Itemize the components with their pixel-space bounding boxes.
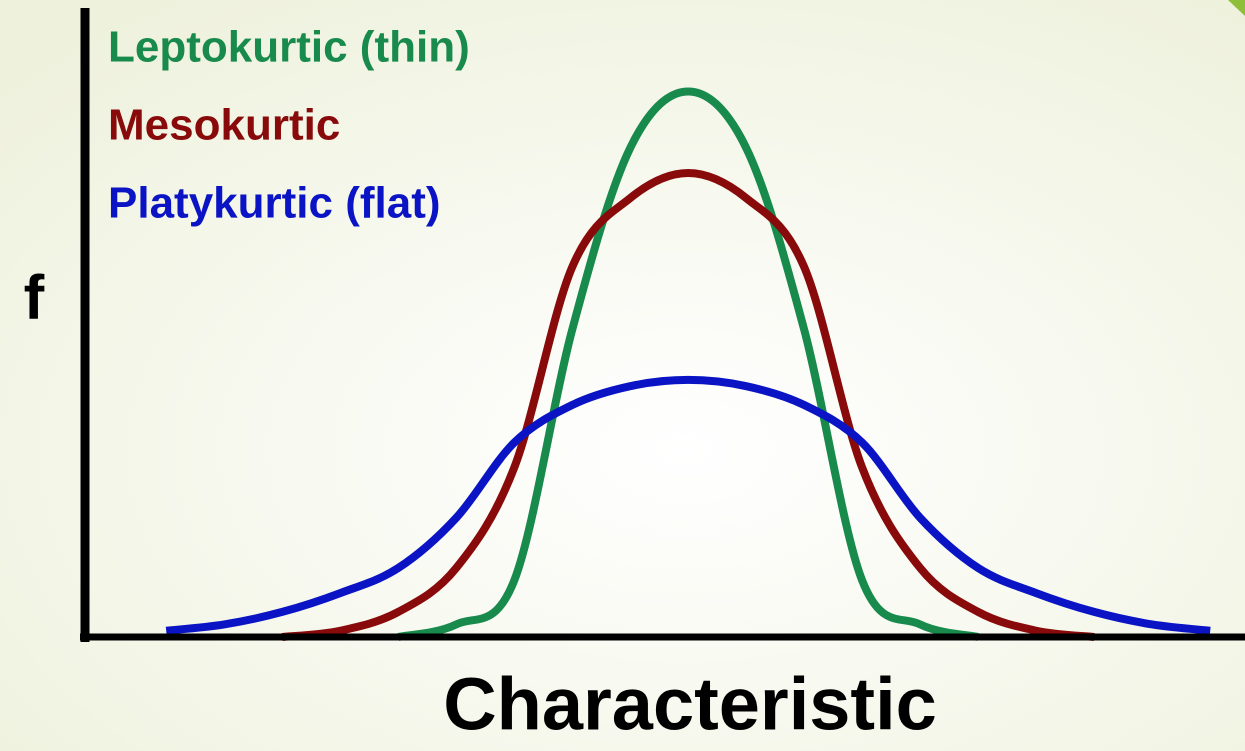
curve [281,169,1095,641]
plot-area [165,87,1211,641]
legend-entry: Platykurtic (flat) [108,179,441,228]
legend-entry: Mesokurtic [108,101,340,150]
legend: Leptokurtic (thin) Mesokurtic Platykurtic … [108,23,470,228]
curve [397,87,980,641]
x-axis-label: Characteristic [443,663,937,746]
legend-entry: Leptokurtic (thin) [108,23,470,72]
corner-decoration [1228,0,1245,16]
curve [165,375,1211,635]
y-axis-label: f [24,263,45,332]
